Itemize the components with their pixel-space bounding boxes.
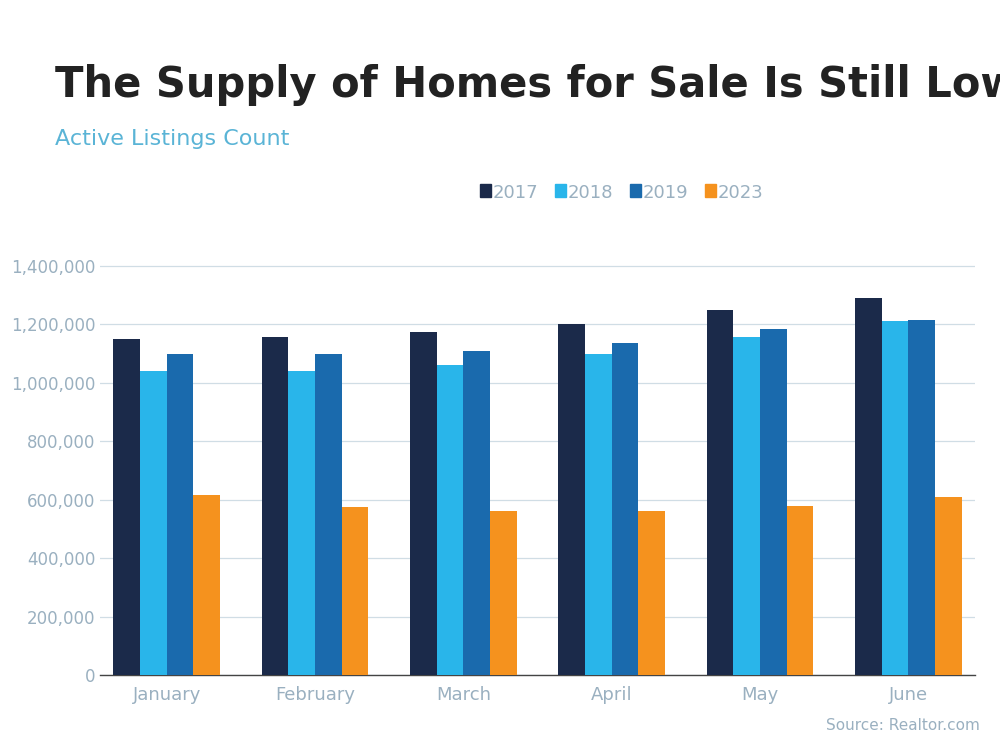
Bar: [437, 365, 463, 675]
Bar: [558, 324, 585, 675]
Bar: [707, 310, 733, 675]
Bar: [882, 322, 908, 675]
Text: Active Listings Count: Active Listings Count: [55, 129, 289, 149]
Bar: [140, 371, 167, 675]
Text: 2019: 2019: [643, 184, 688, 202]
Bar: [612, 344, 638, 675]
Bar: [855, 298, 882, 675]
Bar: [342, 507, 368, 675]
Bar: [908, 320, 935, 675]
Bar: [585, 353, 612, 675]
Bar: [787, 506, 813, 675]
Text: 2017: 2017: [493, 184, 538, 202]
Bar: [935, 496, 962, 675]
Bar: [193, 495, 220, 675]
Bar: [167, 353, 193, 675]
Bar: [463, 350, 490, 675]
Text: 2018: 2018: [568, 184, 613, 202]
Text: The Supply of Homes for Sale Is Still Low: The Supply of Homes for Sale Is Still Lo…: [55, 64, 1000, 106]
Bar: [410, 332, 437, 675]
Bar: [262, 338, 288, 675]
Bar: [315, 353, 342, 675]
Bar: [113, 339, 140, 675]
Bar: [638, 512, 665, 675]
Text: Source: Realtor.com: Source: Realtor.com: [826, 718, 980, 734]
Text: 2023: 2023: [718, 184, 763, 202]
Bar: [288, 371, 315, 675]
Bar: [733, 338, 760, 675]
Bar: [490, 512, 517, 675]
Bar: [760, 328, 787, 675]
